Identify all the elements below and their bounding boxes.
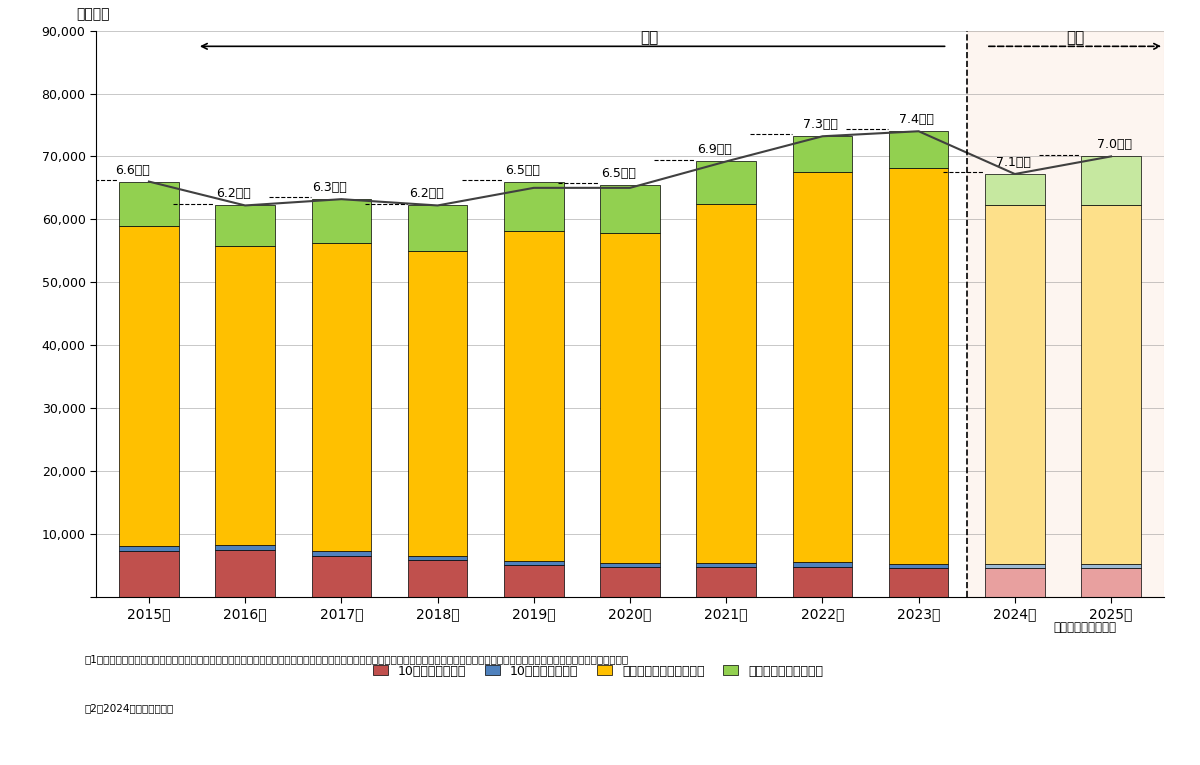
Bar bbox=[119, 546, 179, 552]
Bar bbox=[967, 31, 1164, 597]
Text: （億円）: （億円） bbox=[77, 7, 110, 21]
Bar bbox=[312, 552, 371, 556]
Bar bbox=[793, 562, 852, 567]
Text: 6.6兆円: 6.6兆円 bbox=[115, 164, 150, 177]
Legend: 10㎡超えの増改築, 10㎡以下の増改築, 設備修繕・維持関連費用, 家具・インテリア費用: 10㎡超えの増改築, 10㎡以下の増改築, 設備修繕・維持関連費用, 家具・イン… bbox=[367, 659, 828, 682]
Bar bbox=[889, 568, 948, 597]
Text: 7.1兆円: 7.1兆円 bbox=[996, 156, 1031, 169]
Text: 注1．国土交通省「建築着工統計」、総務省「家計調査年報」、総務省「住民基本台帳」、国立社会保障・人口問題研究所「日本の世帯数の将来推計（全国推計）」をもとに矢野: 注1．国土交通省「建築着工統計」、総務省「家計調査年報」、総務省「住民基本台帳」… bbox=[84, 654, 628, 664]
Bar bbox=[504, 181, 564, 230]
Bar bbox=[696, 204, 756, 563]
Bar bbox=[889, 132, 948, 168]
Bar bbox=[985, 564, 1045, 568]
Text: 矢野経済研究所調べ: 矢野経済研究所調べ bbox=[1054, 621, 1116, 634]
Text: 7.0兆円: 7.0兆円 bbox=[1097, 138, 1132, 151]
Text: 実績: 実績 bbox=[640, 31, 659, 46]
Bar bbox=[119, 226, 179, 546]
Bar bbox=[215, 549, 275, 597]
Bar bbox=[889, 564, 948, 568]
Bar bbox=[408, 206, 467, 251]
Bar bbox=[119, 181, 179, 226]
Bar bbox=[504, 230, 564, 561]
Bar bbox=[119, 552, 179, 597]
Text: 6.3兆円: 6.3兆円 bbox=[312, 181, 347, 194]
Text: 6.5兆円: 6.5兆円 bbox=[601, 167, 636, 180]
Bar bbox=[985, 174, 1045, 206]
Bar bbox=[889, 168, 948, 564]
Bar bbox=[312, 556, 371, 597]
Bar bbox=[793, 136, 852, 172]
Bar bbox=[696, 567, 756, 597]
Bar bbox=[504, 561, 564, 565]
Bar bbox=[985, 206, 1045, 564]
Text: 6.2兆円: 6.2兆円 bbox=[409, 187, 444, 200]
Text: 注2．2024年以降は予測値: 注2．2024年以降は予測値 bbox=[84, 704, 173, 714]
Bar bbox=[1081, 568, 1141, 597]
Bar bbox=[312, 199, 371, 243]
Bar bbox=[696, 161, 756, 204]
Bar bbox=[600, 184, 660, 233]
Bar bbox=[600, 563, 660, 567]
Bar bbox=[793, 172, 852, 562]
Text: 7.4兆円: 7.4兆円 bbox=[900, 113, 935, 126]
Bar bbox=[696, 563, 756, 567]
Bar bbox=[215, 545, 275, 549]
Text: 予測: 予測 bbox=[1066, 31, 1084, 46]
Text: 7.3兆円: 7.3兆円 bbox=[803, 119, 838, 132]
Bar bbox=[600, 567, 660, 597]
Bar bbox=[504, 565, 564, 597]
Bar bbox=[1081, 206, 1141, 564]
Text: 6.9兆円: 6.9兆円 bbox=[697, 143, 732, 156]
Bar bbox=[408, 556, 467, 560]
Bar bbox=[793, 567, 852, 597]
Text: 6.5兆円: 6.5兆円 bbox=[505, 164, 540, 177]
Bar bbox=[1081, 564, 1141, 568]
Bar bbox=[215, 246, 275, 545]
Bar bbox=[312, 243, 371, 552]
Bar bbox=[600, 233, 660, 563]
Text: 6.2兆円: 6.2兆円 bbox=[216, 187, 251, 200]
Bar bbox=[408, 560, 467, 597]
Bar bbox=[215, 206, 275, 246]
Bar bbox=[408, 251, 467, 556]
Bar bbox=[1081, 156, 1141, 206]
Bar bbox=[985, 568, 1045, 597]
